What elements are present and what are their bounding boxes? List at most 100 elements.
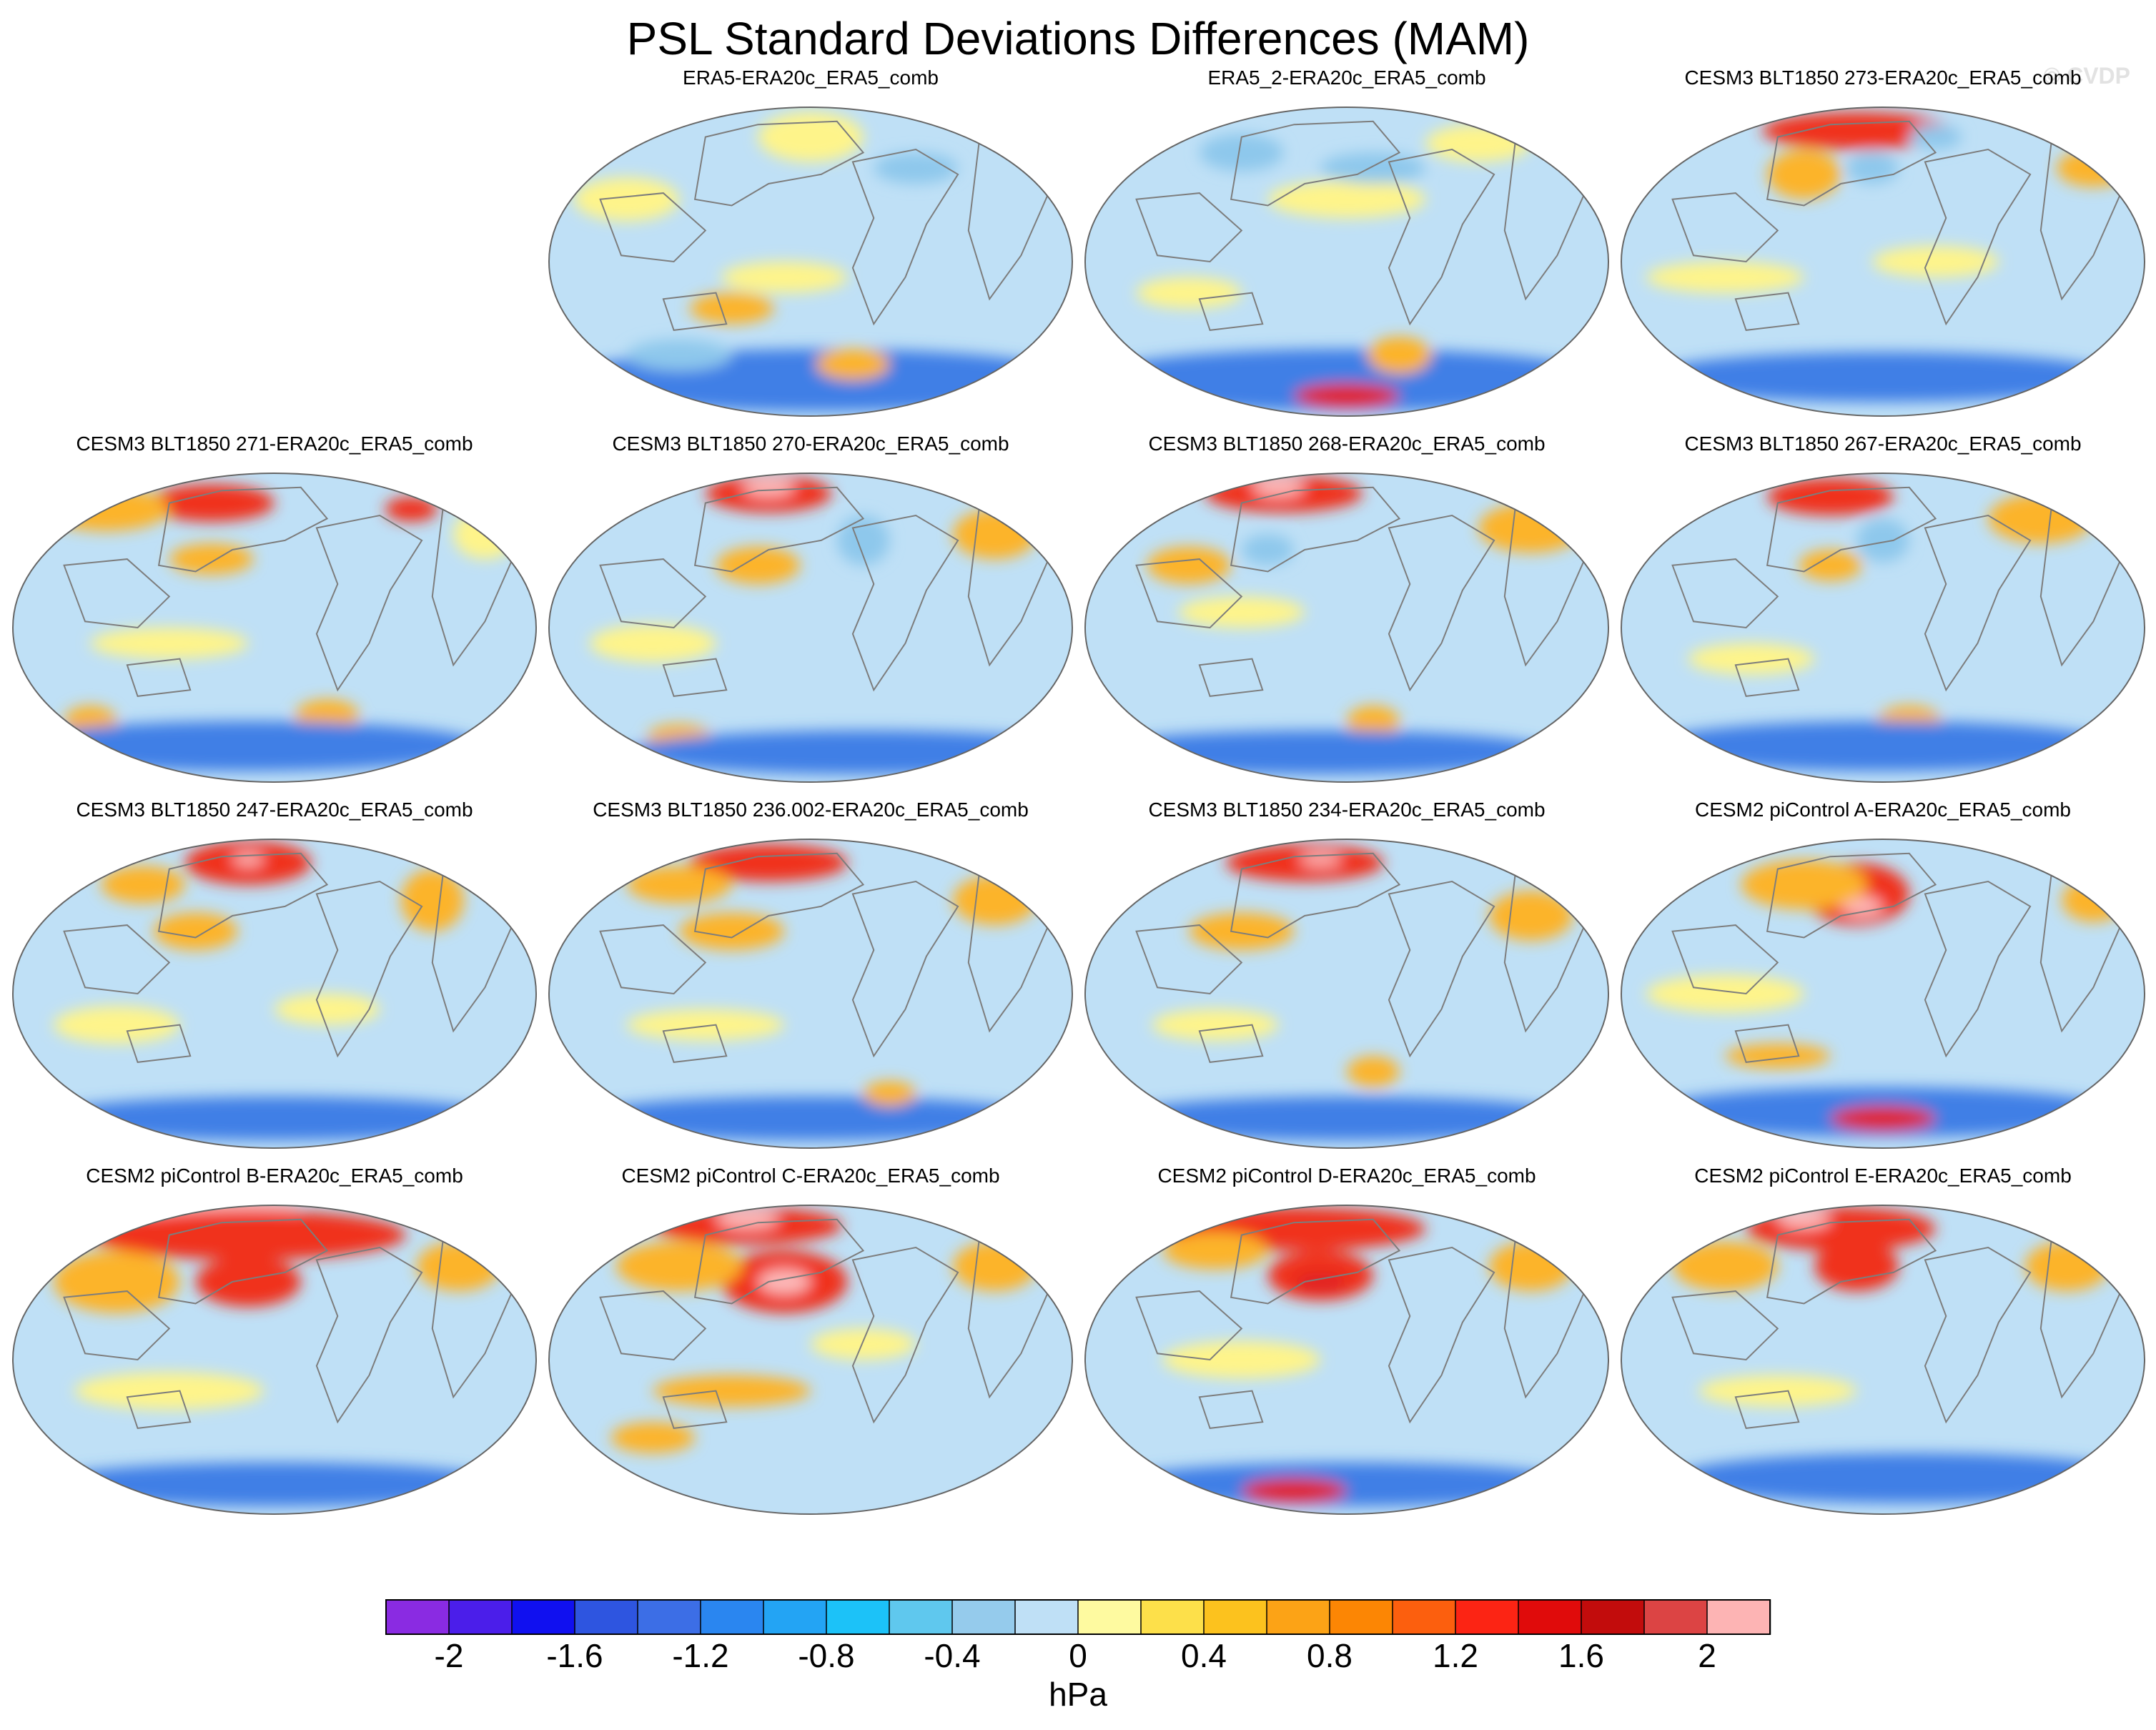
coastline xyxy=(599,558,707,629)
coastline xyxy=(1671,558,1779,629)
map-panel xyxy=(11,1204,538,1516)
panel-title: CESM3 BLT1850 268-ERA20c_ERA5_comb xyxy=(1148,432,1546,455)
coastline xyxy=(662,1390,728,1429)
anomaly-region xyxy=(758,112,864,162)
anomaly-region xyxy=(2062,878,2125,922)
coastline xyxy=(1198,1024,1264,1063)
page-title: PSL Standard Deviations Differences (MAM… xyxy=(626,13,1530,64)
colorbar-segment xyxy=(889,1599,954,1635)
map-panel xyxy=(11,838,538,1150)
coastline xyxy=(1766,120,1937,207)
anomaly-region xyxy=(689,844,848,882)
map-panel xyxy=(1620,472,2146,784)
coastline xyxy=(157,486,329,573)
map-panel xyxy=(1084,472,1610,784)
map-border xyxy=(548,473,1073,783)
anomaly-region xyxy=(1368,336,1431,374)
colorbar-segment xyxy=(574,1599,639,1635)
coastline xyxy=(315,514,423,692)
anomaly-region xyxy=(1178,596,1305,628)
map-border xyxy=(1621,839,2145,1149)
coastline xyxy=(693,120,865,207)
coastline xyxy=(1766,486,1937,573)
anomaly-region xyxy=(689,292,774,325)
coastline xyxy=(1198,658,1264,697)
coastline xyxy=(126,658,192,697)
anomaly-region xyxy=(952,875,1037,926)
coastline xyxy=(1135,558,1243,629)
anomaly-region xyxy=(1189,912,1295,950)
panel-title: CESM3 BLT1850 236.002-ERA20c_ERA5_comb xyxy=(593,799,1029,821)
panel-title: CESM2 piControl B-ERA20c_ERA5_comb xyxy=(86,1165,463,1187)
panel-title: CESM3 BLT1850 270-ERA20c_ERA5_comb xyxy=(612,432,1009,455)
map-border xyxy=(1621,107,2145,417)
coastline xyxy=(1198,292,1264,331)
map-border xyxy=(548,839,1073,1149)
anomaly-region xyxy=(610,1422,696,1453)
panel-title: CESM2 piControl D-ERA20c_ERA5_comb xyxy=(1157,1165,1536,1187)
anomaly-region xyxy=(1147,546,1232,584)
map-border xyxy=(12,1205,537,1515)
panel-title: CESM2 piControl A-ERA20c_ERA5_comb xyxy=(1694,799,2071,821)
anomaly-region xyxy=(1830,1105,1936,1131)
anomaly-region xyxy=(1646,352,2120,402)
map-border xyxy=(1084,839,1609,1149)
coastline xyxy=(851,514,959,692)
map-panel xyxy=(1084,1204,1610,1516)
anomaly-region xyxy=(1846,152,1899,184)
watermark: © CVDP xyxy=(2043,63,2130,89)
anomaly-region xyxy=(1856,518,1909,563)
anomaly-region xyxy=(53,1250,180,1313)
anomaly-region xyxy=(1672,1453,2145,1503)
anomaly-region xyxy=(13,721,485,771)
anomaly-region xyxy=(742,478,795,497)
map-panel xyxy=(1620,106,2146,417)
anomaly-region xyxy=(453,509,517,560)
map-panel xyxy=(1084,106,1610,417)
coastline xyxy=(1135,924,1243,995)
colorbar-segment xyxy=(763,1599,828,1635)
coastline xyxy=(1388,514,1495,692)
coastline xyxy=(1388,1246,1495,1424)
anomaly-region xyxy=(90,1210,406,1260)
anomaly-region xyxy=(385,496,438,522)
anomaly-region xyxy=(626,340,732,371)
anomaly-region xyxy=(1799,550,1862,581)
colorbar-tick-label: 0 xyxy=(1069,1637,1087,1674)
coastline xyxy=(1671,924,1779,995)
coastline xyxy=(693,852,865,939)
map-border xyxy=(1621,473,2145,783)
coastline xyxy=(1198,1390,1264,1429)
coastline xyxy=(599,924,707,995)
anomaly-region xyxy=(1294,383,1400,408)
anomaly-region xyxy=(626,866,732,904)
anomaly-region xyxy=(1814,1241,1899,1292)
coastline xyxy=(157,852,329,939)
colorbar-segment xyxy=(385,1599,450,1635)
coastline xyxy=(851,1246,959,1424)
coastline xyxy=(315,1246,423,1424)
anomaly-region xyxy=(2024,1241,2110,1292)
colorbar-segment xyxy=(511,1599,576,1635)
anomaly-region xyxy=(1252,478,1305,497)
coastline xyxy=(851,148,959,326)
anomaly-region xyxy=(1136,277,1242,309)
coastline xyxy=(1924,880,2032,1058)
anomaly-region xyxy=(148,484,275,522)
coastline xyxy=(63,558,171,629)
anomaly-region xyxy=(101,866,185,904)
colorbar-segment xyxy=(1518,1599,1583,1635)
colorbar-segment xyxy=(637,1599,702,1635)
anomaly-region xyxy=(716,1210,779,1229)
anomaly-region xyxy=(1872,246,1999,277)
coastline xyxy=(1734,1024,1800,1063)
anomaly-region xyxy=(1152,1009,1279,1041)
map-panel xyxy=(1620,1204,2146,1516)
coastline xyxy=(662,292,728,331)
anomaly-region xyxy=(74,1372,264,1410)
map-panel xyxy=(548,472,1074,784)
map-border xyxy=(12,839,537,1149)
anomaly-region xyxy=(153,912,238,950)
anomaly-region xyxy=(416,1241,501,1292)
map-panel xyxy=(548,106,1074,417)
